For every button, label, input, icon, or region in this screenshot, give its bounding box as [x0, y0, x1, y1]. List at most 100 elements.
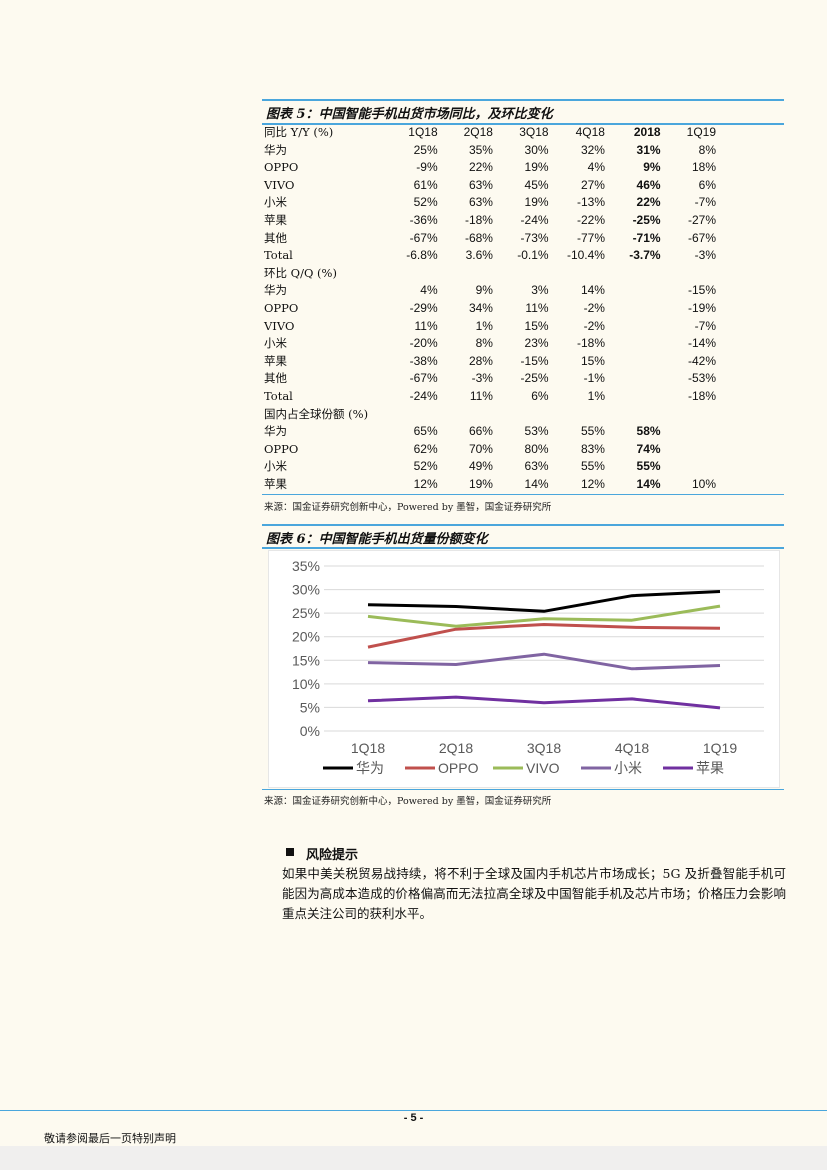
table-cell: 31% — [636, 142, 661, 157]
table-cell — [605, 318, 661, 336]
row-label: 苹果 — [264, 212, 287, 227]
column-header — [661, 406, 716, 424]
y-tick-label: 10% — [292, 676, 320, 692]
table-row: 华为 25% 35% 30% 32% 31% 8% — [264, 142, 716, 160]
table-cell: 55% — [580, 424, 605, 439]
row-label: 苹果 — [264, 476, 287, 491]
table-cell — [605, 353, 661, 371]
table-cell: 45% — [524, 177, 549, 192]
table-cell: 14% — [636, 476, 661, 491]
table-cell: -71% — [632, 230, 661, 245]
table-row: OPPO 62% 70% 80% 83% 74% — [264, 441, 716, 459]
table-cell — [605, 388, 661, 406]
column-header: 1Q19 — [686, 125, 716, 139]
table-cell: 12% — [580, 476, 605, 491]
table-cell: 53% — [524, 424, 549, 439]
table5-source: 来源：国金证券研究创新中心，Powered by 墨智，国金证券研究所 — [264, 502, 552, 513]
row-label: 苹果 — [264, 353, 287, 368]
table-cell: 46% — [636, 177, 661, 192]
table-cell — [605, 370, 661, 388]
row-label: 其他 — [264, 230, 287, 245]
table5-data-table: 同比 Y/Y (%) 1Q18 2Q18 3Q18 4Q18 2018 1Q19 华为 25% 3… — [264, 124, 716, 493]
column-header — [549, 265, 605, 283]
table5-top-rule — [262, 99, 784, 101]
table-cell: -9% — [416, 160, 438, 175]
legend-label: 华为 — [356, 760, 384, 776]
table-cell: -25% — [520, 371, 549, 386]
column-header — [438, 406, 493, 424]
table-cell: 65% — [413, 424, 438, 439]
table-cell: -14% — [687, 336, 716, 351]
table-cell: 1% — [475, 318, 493, 333]
table-cell: 63% — [524, 459, 549, 474]
table-cell: 22% — [636, 195, 661, 210]
series-line — [367, 590, 721, 613]
column-header: 2Q18 — [463, 125, 493, 139]
table-cell: -27% — [687, 212, 716, 227]
table-cell — [661, 458, 716, 476]
table-cell: 30% — [524, 142, 549, 157]
page-number: - 5 - — [403, 1112, 424, 1124]
y-tick-label: 30% — [292, 582, 320, 598]
table-cell: -67% — [409, 230, 438, 245]
table-cell: 62% — [413, 441, 438, 456]
risk-body: 如果中美关税贸易战持续，将不利于全球及国内手机芯片市场成长；5G 及折叠智能手机… — [282, 866, 786, 921]
table-cell: -13% — [576, 195, 605, 210]
table-cell: 74% — [636, 441, 661, 456]
table-cell: -6.8% — [406, 248, 438, 263]
table-cell: 18% — [691, 160, 716, 175]
chart6-title-rule — [262, 547, 784, 549]
table-row: 其他 -67% -68% -73% -77% -71% -67% — [264, 230, 716, 248]
row-label: 其他 — [264, 371, 287, 386]
chart6-source: 来源：国金证券研究创新中心，Powered by 墨智，国金证券研究所 — [264, 796, 552, 807]
table-cell: 63% — [468, 195, 493, 210]
table-cell: 19% — [524, 195, 549, 210]
table-cell: 12% — [413, 476, 438, 491]
table-cell: 15% — [524, 318, 549, 333]
table-cell: -67% — [409, 371, 438, 386]
column-header — [493, 406, 549, 424]
x-tick-label: 3Q18 — [527, 740, 561, 756]
table-cell: 6% — [698, 177, 716, 192]
table-row: VIVO 11% 1% 15% -2% -7% — [264, 318, 716, 336]
row-label: 华为 — [264, 142, 287, 157]
table-cell: -18% — [576, 336, 605, 351]
column-header — [661, 265, 716, 283]
table-row: 华为 65% 66% 53% 55% 58% — [264, 423, 716, 441]
table-cell: 25% — [413, 142, 438, 157]
y-tick-label: 0% — [300, 723, 320, 739]
column-header: 3Q18 — [519, 125, 549, 139]
table-cell: 9% — [475, 283, 493, 298]
row-label: OPPO — [264, 441, 299, 456]
table-row: 苹果 -38% 28% -15% 15% -42% — [264, 353, 716, 371]
table-cell: -10.4% — [566, 248, 605, 263]
table-cell: -73% — [520, 230, 549, 245]
table-cell: 61% — [413, 177, 438, 192]
table-cell: -3.7% — [629, 248, 661, 263]
table-cell: -7% — [694, 195, 716, 210]
table-cell: -1% — [583, 371, 605, 386]
table-cell: 19% — [468, 476, 493, 491]
row-label: 环比 Q/Q (%) — [264, 265, 337, 280]
row-label: Total — [264, 388, 293, 403]
row-label: 华为 — [264, 283, 287, 298]
table-cell: 49% — [468, 459, 493, 474]
column-header — [382, 265, 438, 283]
legend-label: OPPO — [438, 760, 479, 776]
table-cell: 34% — [468, 300, 493, 315]
table-cell: -42% — [687, 353, 716, 368]
table-row: 苹果 -36% -18% -24% -22% -25% -27% — [264, 212, 716, 230]
table-cell: 22% — [468, 160, 493, 175]
table-cell: 1% — [587, 388, 605, 403]
table-cell: -24% — [409, 388, 438, 403]
table-cell: -0.1% — [517, 248, 549, 263]
table-cell: -67% — [687, 230, 716, 245]
table-cell: 52% — [413, 195, 438, 210]
table-row: Total -24% 11% 6% 1% -18% — [264, 388, 716, 406]
table-cell: -18% — [687, 388, 716, 403]
table-cell: -38% — [409, 353, 438, 368]
table5-title: 图表 5：中国智能手机出货市场同比，及环比变化 — [266, 107, 553, 122]
table-cell: -29% — [409, 300, 438, 315]
table-cell: -25% — [632, 212, 661, 227]
table-cell: 63% — [468, 177, 493, 192]
